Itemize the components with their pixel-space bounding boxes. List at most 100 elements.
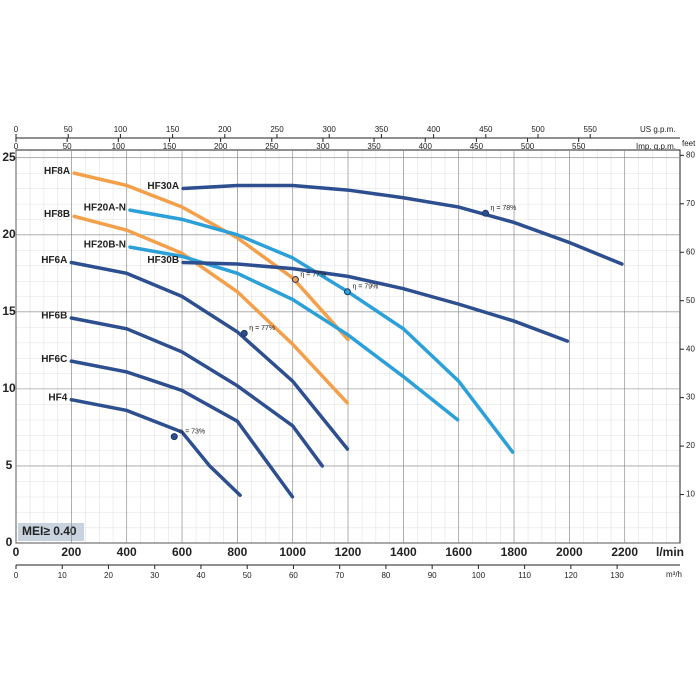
pump-curve [72,171,350,342]
bottom2-tick-label: 0 [14,571,19,580]
y2-tick-label: 80 [686,150,695,159]
efficiency-label: η = 77% [300,271,326,278]
y2-tick-label: 50 [686,296,695,305]
bottom2-tick-label: 70 [335,571,344,580]
top-tick-label: 500 [531,125,545,134]
y-tick-label: 0 [6,535,13,549]
x-tick-label: 1200 [335,545,362,559]
top-tick-label: 50 [64,125,73,134]
pump-curve [69,316,325,468]
top-tick-label: 150 [163,142,177,151]
pump-curve [69,397,242,497]
efficiency-label: η = 73% [179,429,205,436]
bottom2-tick-label: 120 [564,571,578,580]
top-tick-label: 0 [14,142,19,151]
x-tick-label: 1800 [501,545,528,559]
x-tick-label: 0 [13,545,20,559]
x-tick-label: 1400 [390,545,417,559]
bottom2-tick-label: 100 [472,571,486,580]
top-tick-label: 50 [63,142,72,151]
top-tick-label: 250 [265,142,279,151]
y2-tick-label: 70 [686,199,695,208]
top-tick-label: 300 [323,125,337,134]
efficiency-label: η = 79% [352,284,378,291]
x-tick-label: 400 [117,545,137,559]
bottom2-tick-label: 10 [58,571,67,580]
curve-label: HF30A [147,181,179,192]
bottom2-axis-label: m³/h [666,570,682,579]
top-tick-label: 400 [419,142,433,151]
bottom2-tick-label: 50 [243,571,252,580]
y-tick-label: 20 [2,227,16,241]
bottom2-tick-label: 90 [428,571,437,580]
bottom2-tick-label: 30 [150,571,159,580]
x-tick-label: 2000 [556,545,583,559]
bottom2-tick-label: 110 [518,571,531,580]
pump-curve [128,208,515,454]
top-tick-label: 0 [14,125,19,134]
bottom2-tick-label: 80 [381,571,390,580]
curve-label: HF4 [48,392,67,403]
y-tick-label: 25 [2,150,16,164]
pump-curve [181,183,624,266]
bottom2-tick-label: 130 [610,571,624,580]
top-tick-label: 100 [114,125,128,134]
efficiency-point [343,288,351,296]
curve-label: HF6A [41,255,67,266]
x-tick-label: 1600 [445,545,472,559]
top-tick-label: 400 [427,125,441,134]
pump-curve [69,260,350,451]
x-tick-label: 2200 [611,545,638,559]
bottom2-tick-label: 60 [289,571,298,580]
y-tick-label: 5 [6,458,13,472]
curve-label: HF6B [41,311,67,322]
efficiency-label: η = 77% [249,325,275,332]
pump-curve [72,214,349,405]
top-tick-label: 550 [584,125,598,134]
x-axis-label: l/min [656,545,684,559]
top-tick-label: 500 [521,142,535,151]
pump-curve [69,359,295,499]
top-tick-label: 350 [367,142,381,151]
y2-tick-label: 30 [686,393,695,402]
efficiency-point [170,433,178,441]
efficiency-point [240,329,248,337]
curve-label: HF20A-N [84,203,126,214]
top-tick-label: 450 [479,125,493,134]
top-tick-label: 550 [572,142,586,151]
y-tick-label: 10 [2,381,16,395]
y2-tick-label: 60 [686,247,695,256]
y2-tick-label: 10 [686,490,695,499]
y2-axis-label: feet [682,139,696,148]
bottom2-tick-label: 20 [104,571,113,580]
annotation-box [18,523,84,541]
efficiency-label: η = 78% [491,205,517,212]
x-tick-label: 200 [61,545,81,559]
pump-curve [128,245,460,422]
y-tick-label: 15 [2,304,16,318]
curve-label: HF20B-N [84,240,126,251]
x-tick-label: 600 [172,545,192,559]
efficiency-point [482,209,490,217]
top-tick-label: 200 [214,142,228,151]
y2-tick-label: 20 [686,441,695,450]
curve-label: HF8A [44,166,70,177]
top-tick-label: 350 [375,125,389,134]
pump-curve [181,260,570,343]
curve-label: HF6C [41,354,67,365]
curve-label: HF30B [147,255,179,266]
annotation: MEI≥ 0.40 [22,524,77,538]
top-tick-label: 200 [218,125,232,134]
top-axis-label: Imp. g.p.m. [636,142,676,151]
top-tick-label: 100 [112,142,126,151]
x-tick-label: 1000 [279,545,306,559]
top-tick-label: 250 [270,125,284,134]
bottom2-tick-label: 40 [197,571,206,580]
top-tick-label: 450 [470,142,484,151]
y2-tick-label: 40 [686,344,695,353]
top-tick-label: 150 [166,125,180,134]
top-axis-label: US g.p.m. [640,125,676,134]
top-tick-label: 300 [316,142,330,151]
x-tick-label: 800 [227,545,247,559]
